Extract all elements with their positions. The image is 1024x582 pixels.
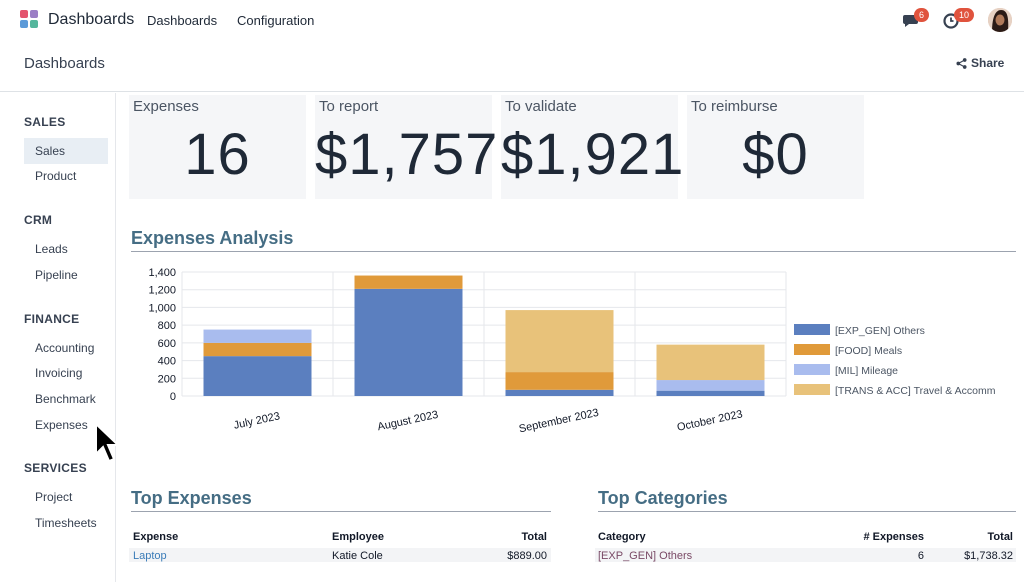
bar-segment[interactable]: [203, 342, 312, 357]
bar-segment[interactable]: [354, 275, 463, 289]
share-icon: [956, 57, 967, 69]
kpi-label: To validate: [505, 98, 577, 115]
bar-segment[interactable]: [505, 310, 614, 373]
y-tick-label: 1,200: [148, 285, 176, 297]
bar-segment[interactable]: [354, 288, 463, 396]
kpi-value: 16: [184, 122, 251, 187]
y-tick-label: 0: [170, 391, 176, 403]
legend-swatch[interactable]: [794, 324, 830, 335]
col-header-total[interactable]: Total: [521, 531, 547, 543]
activities-badge: 10: [954, 8, 975, 22]
kpi-label: To reimburse: [691, 98, 778, 115]
sidebar-item-product[interactable]: Product: [35, 169, 77, 183]
messages-icon[interactable]: 6: [902, 8, 930, 30]
kpi-value: $1,757: [315, 122, 499, 187]
legend-label[interactable]: [FOOD] Meals: [835, 345, 902, 357]
y-tick-label: 600: [158, 338, 176, 350]
kpi-value: $0: [742, 122, 809, 187]
legend-label[interactable]: [EXP_GEN] Others: [835, 325, 925, 337]
expense-total: $889.00: [507, 550, 547, 562]
x-tick-label: August 2023: [376, 409, 439, 434]
kpi-card-to-report[interactable]: To report $1,757: [315, 95, 499, 199]
col-header-category-total[interactable]: Total: [987, 531, 1013, 543]
legend-label[interactable]: [MIL] Mileage: [835, 365, 898, 377]
bar-segment[interactable]: [203, 329, 312, 343]
share-button[interactable]: Share: [956, 56, 1004, 70]
table-row[interactable]: [595, 548, 1016, 562]
breadcrumb: Dashboards: [24, 55, 105, 72]
kpi-label: Expenses: [133, 98, 199, 115]
bar-segment[interactable]: [656, 380, 765, 391]
legend-swatch[interactable]: [794, 384, 830, 395]
x-tick-label: September 2023: [518, 407, 600, 436]
y-tick-label: 1,400: [148, 267, 176, 279]
y-tick-label: 800: [158, 320, 176, 332]
kpi-value: $1,921: [501, 122, 685, 187]
col-header-expense-count[interactable]: # Expenses: [863, 531, 924, 543]
sidebar-item-pipeline[interactable]: Pipeline: [35, 268, 78, 282]
table-row[interactable]: [129, 548, 551, 562]
legend-swatch[interactable]: [794, 364, 830, 375]
mouse-pointer-icon: [95, 422, 121, 463]
sidebar-item-timesheets[interactable]: Timesheets: [35, 516, 97, 530]
category-name-link[interactable]: [EXP_GEN] Others: [598, 550, 693, 562]
kpi-card-to-reimburse[interactable]: To reimburse $0: [687, 95, 864, 199]
legend-label[interactable]: [TRANS & ACC] Travel & Accomm: [835, 385, 996, 397]
expense-employee: Katie Cole: [332, 550, 383, 562]
sidebar-item-invoicing[interactable]: Invoicing: [35, 366, 83, 380]
expenses-analysis-chart[interactable]: 0 200 400 600 800 1,000 1,200 1,400 July 2023 Aug…: [130, 262, 1010, 442]
top-categories-title: Top Categories: [598, 488, 1016, 512]
y-tick-label: 1,000: [148, 302, 176, 314]
col-header-expense[interactable]: Expense: [133, 531, 179, 543]
sidebar-section-crm: CRM: [24, 213, 53, 227]
col-header-employee[interactable]: Employee: [332, 531, 384, 543]
share-label: Share: [971, 56, 1005, 70]
x-tick-label: July 2023: [233, 410, 282, 432]
legend-swatch[interactable]: [794, 344, 830, 355]
sidebar-item-leads[interactable]: Leads: [35, 242, 68, 256]
bar-segment[interactable]: [656, 344, 765, 381]
y-tick-label: 200: [158, 373, 176, 385]
bar-segment[interactable]: [203, 356, 312, 396]
sidebar-section-finance: FINANCE: [24, 312, 80, 326]
nav-menu-configuration[interactable]: Configuration: [237, 13, 315, 28]
dashboard-sidebar: SALES Sales Product CRM Leads Pipeline F…: [8, 93, 116, 582]
nav-menu-dashboards[interactable]: Dashboards: [147, 13, 218, 28]
app-title[interactable]: Dashboards: [48, 11, 135, 28]
expenses-analysis-title: Expenses Analysis: [131, 228, 1016, 252]
messages-badge: 6: [914, 8, 930, 22]
app-logo-icon[interactable]: [20, 10, 40, 30]
category-total: $1,738.32: [964, 550, 1013, 562]
control-panel: Dashboards Share: [0, 40, 1024, 92]
sidebar-item-accounting[interactable]: Accounting: [35, 341, 95, 355]
sidebar-item-benchmark[interactable]: Benchmark: [35, 392, 96, 406]
x-tick-label: October 2023: [676, 408, 744, 434]
activities-clock-icon[interactable]: 10: [942, 8, 975, 30]
bar-segment[interactable]: [656, 390, 765, 396]
sidebar-item-expenses[interactable]: Expenses: [35, 418, 88, 432]
kpi-card-to-validate[interactable]: To validate $1,921: [501, 95, 685, 199]
col-header-category[interactable]: Category: [598, 531, 646, 543]
bar-segment[interactable]: [505, 389, 614, 396]
bar-segment[interactable]: [505, 372, 614, 390]
kpi-card-expenses[interactable]: Expenses 16: [129, 95, 306, 199]
user-avatar[interactable]: [988, 8, 1012, 32]
sidebar-item-sales[interactable]: Sales: [24, 138, 108, 164]
top-expenses-title: Top Expenses: [131, 488, 551, 512]
y-tick-label: 400: [158, 356, 176, 368]
sidebar-section-sales: SALES: [24, 115, 66, 129]
sidebar-section-services: SERVICES: [24, 461, 87, 475]
sidebar-item-project[interactable]: Project: [35, 490, 73, 504]
top-navbar: Dashboards Dashboards Configuration 6 10: [0, 0, 1024, 40]
category-expense-count: 6: [917, 550, 924, 562]
kpi-label: To report: [319, 98, 379, 115]
expense-name-link[interactable]: Laptop: [133, 550, 167, 562]
